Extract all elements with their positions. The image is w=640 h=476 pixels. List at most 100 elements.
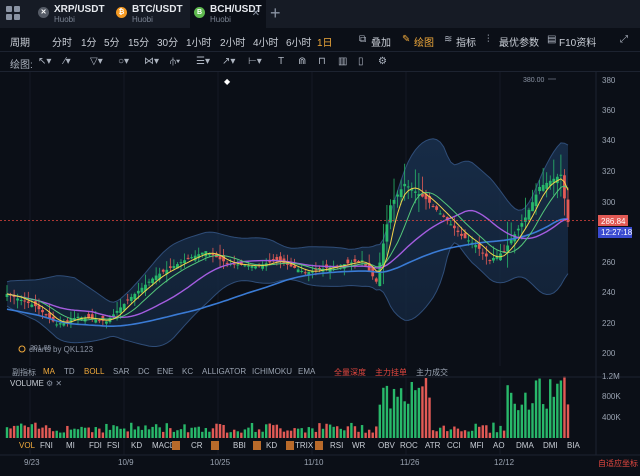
volume-bar (222, 424, 225, 438)
indicator-ene[interactable]: ENE (157, 367, 174, 376)
params-icon[interactable]: ⫶ (487, 34, 490, 45)
indicator-main-trades[interactable]: 主力成交 (416, 368, 448, 377)
line-tool-icon[interactable]: ∕▾ (64, 56, 71, 67)
price-chart[interactable]: 380 360 340 320 300 280 260 240 220 200 … (0, 72, 640, 476)
arrow-tool-icon[interactable]: ↗▾ (222, 56, 236, 67)
interval-timeshare[interactable]: 分时 (52, 38, 72, 49)
cursor-tool-icon[interactable]: ↖▾ (38, 56, 52, 67)
circle-tool-icon[interactable]: ○▾ (118, 56, 130, 67)
sub-indicator-dma[interactable]: DMA (516, 441, 534, 450)
sub-indicator-atr[interactable]: ATR (425, 441, 441, 450)
interval-1m[interactable]: 1分 (81, 38, 97, 49)
sub-indicator-vol[interactable]: VOL (19, 441, 36, 450)
sub-indicator-mi[interactable]: MI (66, 441, 75, 450)
candle-body (144, 284, 147, 291)
f10-button[interactable]: F10资料 (559, 38, 597, 49)
sub-indicator-obv[interactable]: OBV (378, 441, 395, 450)
sub-indicator-fsi[interactable]: FSI (107, 441, 120, 450)
pattern-tool-icon[interactable]: ⋈▾ (144, 56, 160, 67)
overlay-icon[interactable]: ⧉ (359, 34, 367, 45)
interval-1d[interactable]: 1日 (317, 38, 333, 49)
sub-indicator-bia[interactable]: BIA (567, 441, 580, 450)
volume-bar (509, 392, 513, 438)
tab-xrp-usdt[interactable]: ✕ XRP/USDT Huobi (34, 0, 112, 28)
candle-body (232, 263, 236, 265)
indicator-kc[interactable]: KC (182, 367, 194, 376)
indicator-settings-icon[interactable] (253, 441, 261, 450)
grid-menu-icon[interactable] (6, 6, 22, 22)
fib-tool-icon[interactable]: ☰▾ (196, 56, 210, 67)
sub-indicator-bbi[interactable]: BBI (233, 441, 246, 450)
indicator-ema[interactable]: EMA (298, 367, 316, 376)
interval-6h[interactable]: 6小时 (286, 38, 312, 49)
lock-tool-icon[interactable]: ⊓ (318, 56, 326, 67)
optimal-params-button[interactable]: 最优参数 (499, 38, 539, 49)
sub-indicator-macd[interactable]: MACD (152, 441, 176, 450)
stats-tool-icon[interactable]: ▥ (338, 56, 348, 67)
settings-tool-icon[interactable]: ⚙ (378, 56, 387, 67)
interval-5m[interactable]: 5分 (104, 38, 120, 49)
sub-indicator-fdi[interactable]: FDI (89, 441, 102, 450)
sub-indicator-kd[interactable]: KD (131, 441, 143, 450)
indicator-dc[interactable]: DC (138, 367, 150, 376)
volume-bar (236, 431, 239, 438)
interval-4h[interactable]: 4小时 (253, 38, 279, 49)
volume-settings-icon[interactable]: ⚙ ✕ (46, 379, 62, 388)
interval-1h[interactable]: 1小时 (186, 38, 212, 49)
sub-indicator-ao[interactable]: AO (493, 441, 505, 450)
sub-indicator-rsi[interactable]: RSI (330, 441, 344, 450)
sub-indicator-fni[interactable]: FNI (40, 441, 53, 450)
sub-indicator-kd[interactable]: KD (266, 441, 278, 450)
indicators-button[interactable]: 指标 (456, 38, 476, 49)
sub-indicator-wr[interactable]: WR (352, 441, 366, 450)
sub-indicator-cci[interactable]: CCI (447, 441, 461, 450)
volume-bar (364, 432, 367, 438)
magnet-tool-icon[interactable]: ⋒ (298, 56, 307, 67)
candlestick-chart[interactable]: 380 360 340 320 300 280 260 240 220 200 … (0, 72, 640, 476)
sub-indicator-roc[interactable]: ROC (400, 441, 418, 450)
volume-bar (233, 429, 236, 438)
interval-2h[interactable]: 2小时 (220, 38, 246, 49)
add-tab-icon[interactable]: + (270, 3, 281, 23)
sub-indicator-mfi[interactable]: MFI (470, 441, 484, 450)
sub-indicator-cr[interactable]: CR (191, 441, 203, 450)
fullscreen-icon[interactable]: ⤢ (620, 34, 628, 45)
sub-indicator-trix[interactable]: TRIX (295, 441, 314, 450)
auto-scale-button[interactable]: 自适应坐标 (598, 458, 638, 468)
volume-bar (499, 425, 502, 438)
interval-15m[interactable]: 15分 (128, 38, 150, 49)
draw-button[interactable]: 绘图 (414, 38, 434, 49)
sub-indicator-dmi[interactable]: DMI (543, 441, 558, 450)
tab-btc-usdt[interactable]: ₿ BTC/USDT Huobi (112, 0, 190, 28)
close-tab-icon[interactable]: ✕ (251, 8, 260, 19)
indicator-ma[interactable]: MA (43, 367, 55, 376)
candle-body (460, 233, 463, 236)
candle-body (207, 253, 211, 256)
indicator-td[interactable]: TD (64, 367, 75, 376)
indicator-full-depth[interactable]: 全量深度 (334, 368, 366, 377)
indicator-sub-toggle[interactable]: 副指标 (12, 368, 36, 377)
indicator-boll[interactable]: BOLL (84, 367, 105, 376)
indicators-icon[interactable]: ≋ (444, 34, 453, 45)
delete-tool-icon[interactable]: ▯ (358, 56, 364, 67)
tab-bch-usdt[interactable]: B BCH/USDT Huobi ✕ (190, 0, 266, 28)
fork-tool-icon[interactable]: ⫛▾ (170, 56, 181, 67)
countdown-label: 12:27:18 (601, 228, 633, 237)
indicator-settings-icon[interactable] (172, 441, 180, 450)
interval-30m[interactable]: 30分 (157, 38, 179, 49)
f10-icon[interactable]: ▤ (547, 34, 557, 45)
indicator-settings-icon[interactable] (286, 441, 294, 450)
text-tool-icon[interactable]: T (278, 56, 285, 67)
draw-icon[interactable]: ✎ (402, 34, 411, 45)
measure-tool-icon[interactable]: ⊢▾ (248, 56, 262, 67)
indicator-main-orders[interactable]: 主力挂单 (375, 368, 407, 377)
indicator-settings-icon[interactable] (315, 441, 323, 450)
volume-bar (62, 432, 66, 438)
indicator-settings-icon[interactable] (211, 441, 219, 450)
channel-tool-icon[interactable]: ▽▾ (90, 56, 103, 67)
tab-symbol: BCH/USDT (210, 4, 262, 15)
indicator-ichimoku[interactable]: ICHIMOKU (252, 367, 292, 376)
indicator-alligator[interactable]: ALLIGATOR (202, 367, 247, 376)
indicator-sar[interactable]: SAR (113, 367, 130, 376)
overlay-button[interactable]: 叠加 (371, 38, 391, 49)
